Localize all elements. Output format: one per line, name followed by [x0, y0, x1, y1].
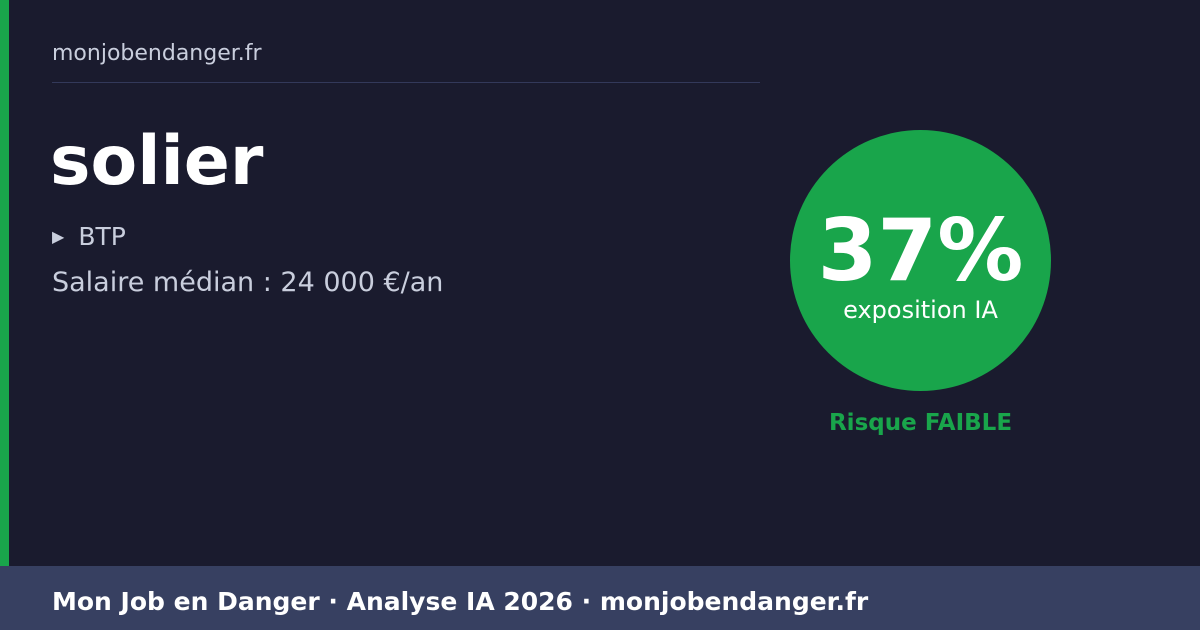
sector: ▶ BTP: [52, 222, 126, 251]
divider: [52, 82, 760, 83]
risk-level: Risque FAIBLE: [828, 410, 1013, 436]
job-title: solier: [50, 122, 264, 201]
triangle-right-icon: ▶: [52, 227, 65, 246]
accent-bar: [0, 0, 9, 566]
median-salary: Salaire médian : 24 000 €/an: [52, 267, 444, 298]
footer-text: Mon Job en Danger · Analyse IA 2026 · mo…: [52, 587, 869, 616]
site-name: monjobendanger.fr: [52, 41, 262, 66]
exposure-circle: 37% exposition IA: [790, 130, 1051, 391]
sector-label: BTP: [78, 222, 126, 251]
exposure-label: exposition IA: [843, 296, 998, 324]
exposure-percent: 37%: [817, 201, 1024, 301]
footer: Mon Job en Danger · Analyse IA 2026 · mo…: [0, 566, 1200, 630]
